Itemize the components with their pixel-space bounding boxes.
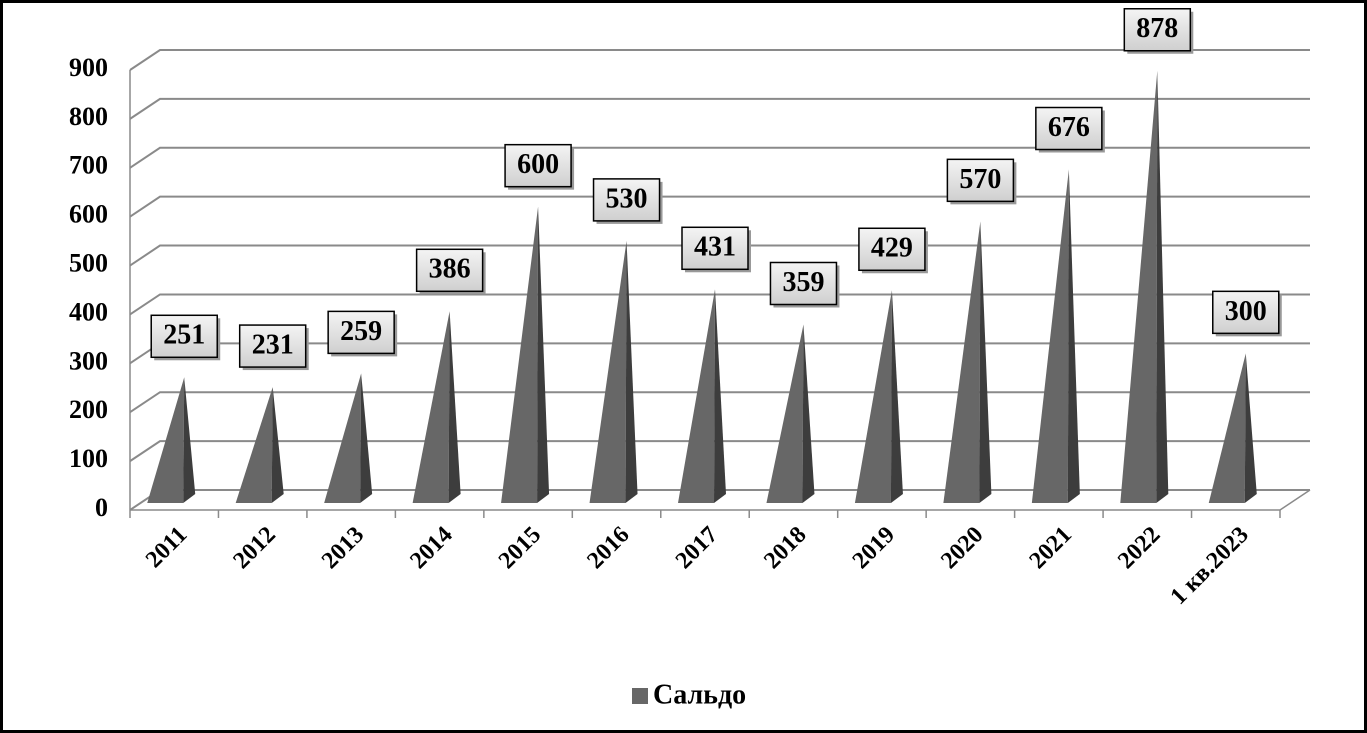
data-label: 530 xyxy=(606,183,648,214)
pyramid-front xyxy=(854,290,892,503)
y-tick-label: 400 xyxy=(69,297,108,326)
label-box xyxy=(769,261,838,306)
label-box xyxy=(681,226,749,271)
grid-line xyxy=(129,97,1310,120)
y-tick-label: 0 xyxy=(95,493,108,522)
label-box xyxy=(592,178,661,222)
pyramid-front xyxy=(678,289,715,503)
data-label: 386 xyxy=(429,254,471,285)
pyramid-side xyxy=(271,387,284,503)
pyramid-side xyxy=(448,311,461,503)
pyramid-front xyxy=(943,221,981,504)
pyramid-side xyxy=(537,206,550,503)
label-box xyxy=(504,143,572,188)
legend-swatch xyxy=(632,688,648,704)
data-label: 259 xyxy=(340,316,382,347)
label-box xyxy=(327,310,395,355)
pyramid-side xyxy=(1067,169,1080,503)
pyramid-side xyxy=(1156,70,1169,503)
pyramid-front xyxy=(147,377,185,503)
y-tick-label: 200 xyxy=(69,395,108,424)
y-tick-label: 300 xyxy=(69,346,108,375)
pyramid-front xyxy=(324,373,362,503)
pyramid-front xyxy=(235,387,273,503)
label-box xyxy=(858,227,926,272)
pyramid-front xyxy=(589,240,627,503)
pyramid-front xyxy=(501,206,539,503)
data-label: 300 xyxy=(1225,296,1267,327)
data-label: 359 xyxy=(782,267,824,298)
label-box xyxy=(415,248,484,293)
pyramid-side xyxy=(979,221,992,504)
label-box xyxy=(1035,106,1103,151)
pyramid-front xyxy=(1120,70,1158,503)
grid-line xyxy=(129,146,1310,169)
data-label: 429 xyxy=(871,233,913,264)
label-box xyxy=(150,314,218,359)
y-tick-label: 800 xyxy=(69,102,108,131)
data-label: 600 xyxy=(517,149,559,180)
pyramid-side xyxy=(1244,353,1257,503)
grid-line xyxy=(129,391,1310,414)
data-label: 676 xyxy=(1048,112,1090,143)
y-tick-label: 700 xyxy=(69,151,108,180)
y-tick-label: 600 xyxy=(69,200,108,229)
pyramid-side xyxy=(183,377,196,503)
pyramid-front xyxy=(1208,353,1246,503)
label-box xyxy=(238,324,307,368)
pyramid-side xyxy=(890,290,903,503)
data-label: 431 xyxy=(694,232,736,263)
y-tick-label: 500 xyxy=(69,249,108,278)
grid-line xyxy=(129,440,1310,462)
y-tick-label: 900 xyxy=(69,53,108,82)
pyramid-side xyxy=(625,240,638,503)
label-box xyxy=(1123,8,1192,52)
data-label: 231 xyxy=(252,329,294,360)
grid-line xyxy=(129,49,1310,71)
grid-line xyxy=(129,293,1310,316)
grid-line xyxy=(129,195,1310,218)
pyramid-side xyxy=(802,324,815,503)
pyramid-front xyxy=(412,311,450,503)
data-label: 570 xyxy=(959,164,1001,195)
legend-label: Сальдо xyxy=(653,679,746,710)
y-tick-label: 100 xyxy=(69,444,108,473)
pyramid-side xyxy=(714,289,726,503)
data-label: 878 xyxy=(1136,13,1178,44)
data-label: 251 xyxy=(163,320,205,351)
pyramid-side xyxy=(360,373,373,503)
pyramid-front xyxy=(1031,169,1069,503)
label-box xyxy=(1212,290,1280,335)
label-box xyxy=(946,158,1015,203)
pyramid-front xyxy=(766,324,804,503)
